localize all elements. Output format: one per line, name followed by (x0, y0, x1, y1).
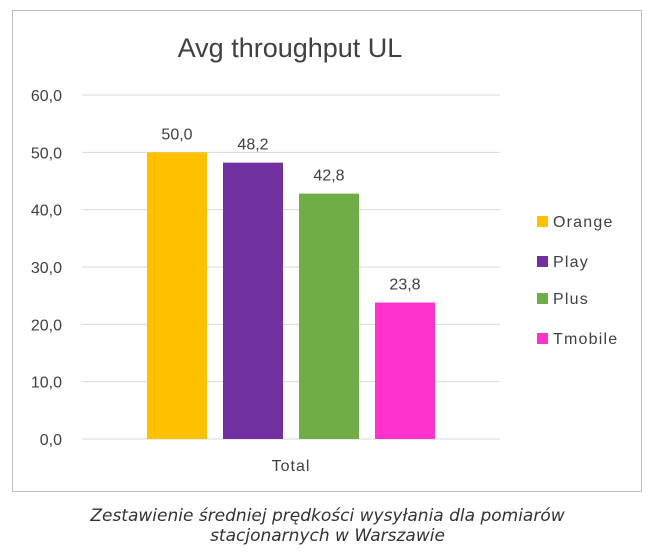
bar-tmobile (375, 302, 435, 439)
y-axis-ticks: 0,0 10,0 20,0 30,0 40,0 50,0 60,0 (31, 88, 62, 449)
bar-plus (299, 193, 359, 439)
data-label-tmobile: 23,8 (389, 277, 420, 294)
bar-orange (147, 152, 207, 440)
data-label-plus: 42,8 (313, 168, 344, 185)
y-tick-label: 60,0 (31, 88, 62, 105)
y-tick-label: 20,0 (31, 317, 62, 334)
bar-chart: Avg throughput UL 0,0 10,0 20,0 30,0 40,0 50,… (31, 33, 618, 475)
legend-swatch-plus (537, 293, 548, 304)
x-tick-label: Total (272, 458, 311, 475)
y-tick-label: 30,0 (31, 260, 62, 277)
caption-line-1: Zestawienie średniej prędkości wysyłania… (90, 506, 565, 526)
chart-title: Avg throughput UL (178, 33, 403, 63)
legend-swatch-tmobile (537, 333, 548, 344)
bar-play (223, 162, 283, 440)
legend-label-play: Play (553, 254, 589, 271)
gridlines (82, 94, 500, 440)
data-labels: 50,0 48,2 42,8 23,8 (161, 126, 420, 293)
legend-label-plus: Plus (553, 291, 589, 308)
figure-caption: Zestawienie średniej prędkości wysyłania… (0, 506, 655, 546)
x-axis-ticks: Total (272, 458, 311, 475)
legend-swatch-play (537, 256, 548, 267)
y-tick-label: 10,0 (31, 375, 62, 392)
y-tick-label: 40,0 (31, 203, 62, 220)
data-label-orange: 50,0 (161, 126, 192, 143)
legend-label-orange: Orange (553, 214, 614, 231)
bars (147, 152, 435, 440)
legend-swatch-orange (537, 216, 548, 227)
data-label-play: 48,2 (237, 137, 268, 154)
legend-label-tmobile: Tmobile (553, 331, 618, 348)
y-tick-label: 50,0 (31, 145, 62, 162)
legend: Orange Play Plus Tmobile (537, 214, 618, 348)
caption-line-2: stacjonarnych w Warszawie (210, 526, 445, 546)
y-tick-label: 0,0 (40, 432, 62, 449)
